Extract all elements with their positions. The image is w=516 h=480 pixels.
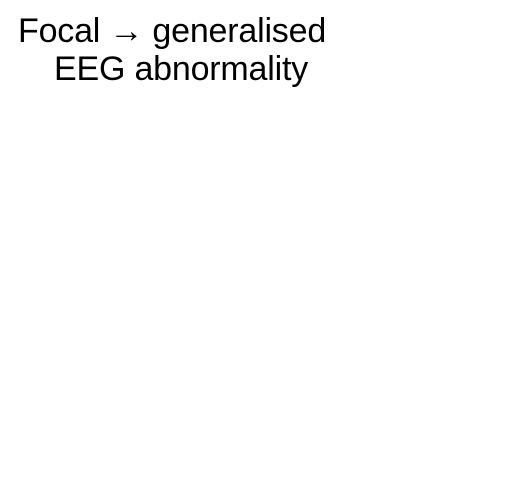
title-line-1: Focal → generalised [18, 12, 327, 50]
title-line-2: EEG abnormality [54, 50, 308, 88]
figure-title: Focal → generalised EEG abnormality [18, 12, 326, 88]
